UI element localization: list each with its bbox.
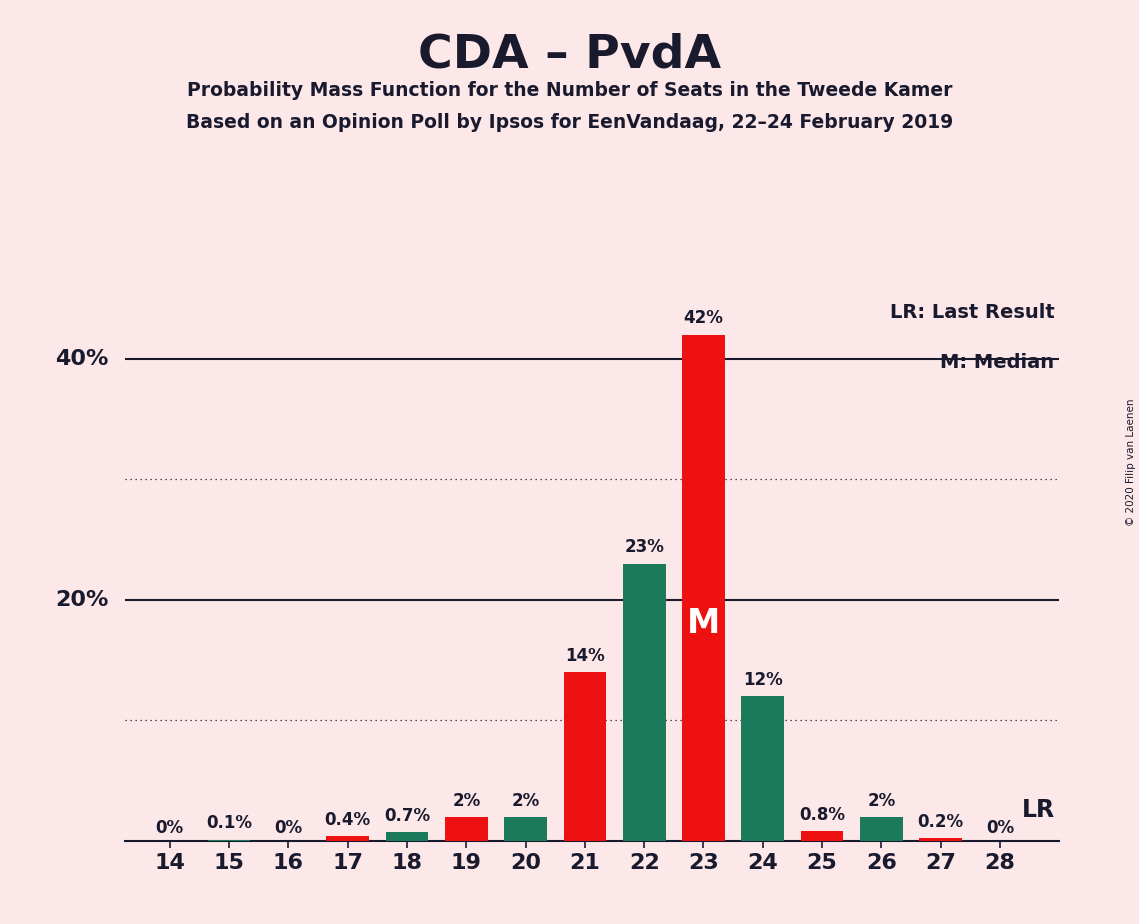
- Bar: [505, 817, 547, 841]
- Bar: [919, 838, 962, 841]
- Bar: [741, 696, 784, 841]
- Text: 0%: 0%: [156, 820, 183, 837]
- Text: 42%: 42%: [683, 310, 723, 327]
- Text: M: M: [687, 607, 720, 639]
- Text: CDA – PvdA: CDA – PvdA: [418, 32, 721, 78]
- Text: 0.1%: 0.1%: [206, 814, 252, 833]
- Text: 0.2%: 0.2%: [918, 813, 964, 832]
- Text: 12%: 12%: [743, 671, 782, 689]
- Text: Based on an Opinion Poll by Ipsos for EenVandaag, 22–24 February 2019: Based on an Opinion Poll by Ipsos for Ee…: [186, 113, 953, 132]
- Text: Probability Mass Function for the Number of Seats in the Tweede Kamer: Probability Mass Function for the Number…: [187, 81, 952, 101]
- Bar: [445, 817, 487, 841]
- Text: 14%: 14%: [565, 647, 605, 665]
- Text: M: Median: M: Median: [941, 353, 1055, 372]
- Text: 0%: 0%: [274, 820, 303, 837]
- Text: 40%: 40%: [55, 348, 108, 369]
- Bar: [623, 564, 665, 841]
- Text: LR: LR: [1022, 798, 1055, 822]
- Bar: [207, 840, 251, 841]
- Text: 2%: 2%: [511, 792, 540, 809]
- Text: 20%: 20%: [55, 590, 108, 610]
- Bar: [326, 836, 369, 841]
- Text: LR: Last Result: LR: Last Result: [890, 303, 1055, 322]
- Bar: [860, 817, 903, 841]
- Text: 0%: 0%: [986, 820, 1014, 837]
- Bar: [564, 672, 606, 841]
- Bar: [801, 832, 843, 841]
- Text: 0.4%: 0.4%: [325, 810, 370, 829]
- Text: 23%: 23%: [624, 539, 664, 556]
- Text: 0.7%: 0.7%: [384, 808, 431, 825]
- Text: 0.8%: 0.8%: [800, 806, 845, 824]
- Text: 2%: 2%: [452, 792, 481, 809]
- Text: © 2020 Filip van Laenen: © 2020 Filip van Laenen: [1126, 398, 1136, 526]
- Bar: [682, 334, 724, 841]
- Text: 2%: 2%: [867, 792, 895, 809]
- Bar: [386, 833, 428, 841]
